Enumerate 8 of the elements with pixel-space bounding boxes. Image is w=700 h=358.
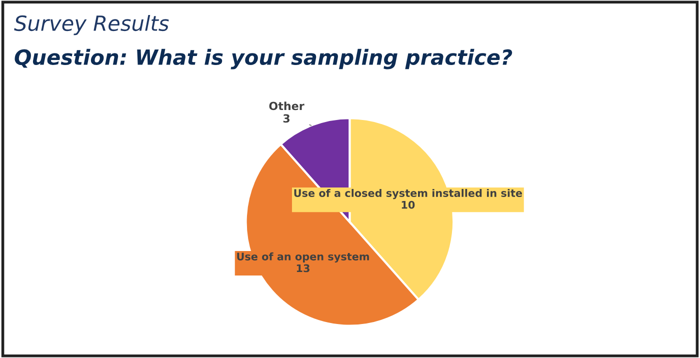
slice-label: Use of an open system <box>237 252 369 263</box>
data-label: 3 <box>283 114 290 123</box>
data-label: 10 <box>402 200 415 209</box>
chart-subtitle: Question: What is your sampling practice? <box>14 48 512 70</box>
data-label: 13 <box>296 264 310 272</box>
chart-title: Survey Results <box>14 14 169 36</box>
slice-label: Other <box>269 102 304 110</box>
slice-label: Use of a closed system installed in site <box>294 188 522 200</box>
